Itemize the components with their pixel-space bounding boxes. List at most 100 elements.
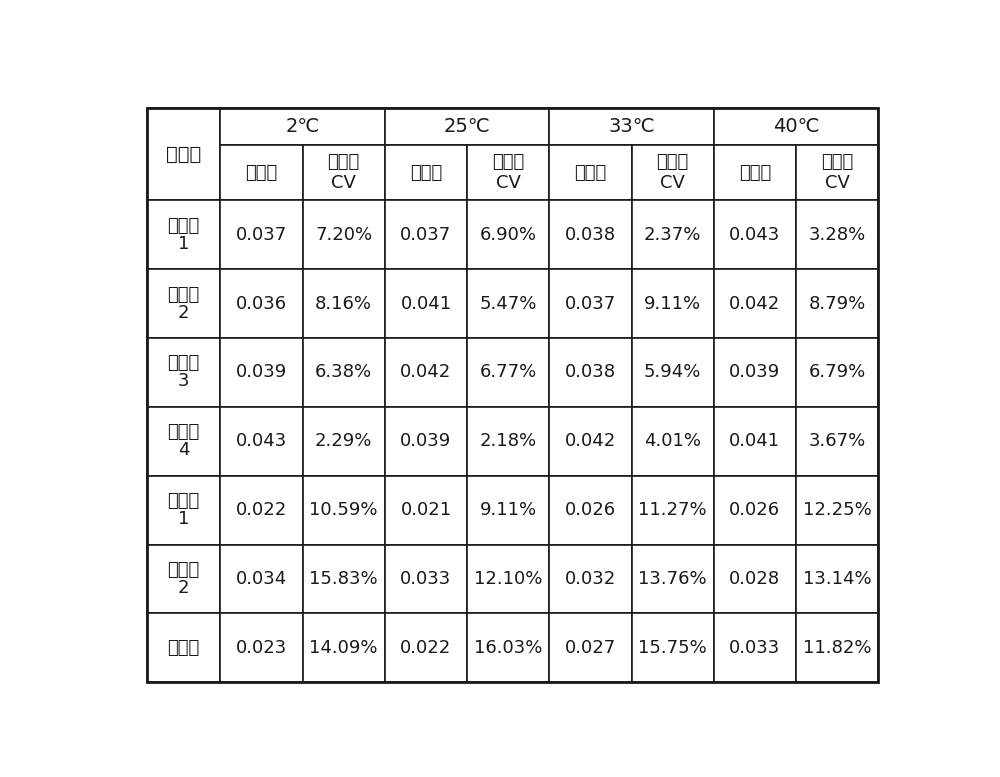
Bar	[467, 407, 549, 476]
Bar	[632, 200, 714, 269]
Text: 0.042: 0.042	[565, 432, 616, 451]
Text: 重复性
CV: 重复性 CV	[821, 153, 853, 192]
Text: 2.29%: 2.29%	[315, 432, 372, 451]
Text: 对比例: 对比例	[167, 492, 200, 510]
Bar	[467, 338, 549, 407]
Bar	[632, 476, 714, 545]
Text: 7.20%: 7.20%	[315, 225, 372, 244]
Text: 6.38%: 6.38%	[315, 364, 372, 382]
Bar	[147, 269, 220, 338]
Bar	[220, 200, 303, 269]
Bar	[549, 338, 632, 407]
Bar	[220, 407, 303, 476]
Text: 3.28%: 3.28%	[809, 225, 866, 244]
Text: 3: 3	[178, 372, 189, 390]
Bar	[385, 476, 467, 545]
Bar	[385, 200, 467, 269]
Bar	[385, 545, 467, 613]
Text: 0.026: 0.026	[565, 501, 616, 519]
Text: 重复性
CV: 重复性 CV	[328, 153, 360, 192]
Bar	[303, 200, 385, 269]
Bar	[714, 108, 878, 145]
Text: 2℃: 2℃	[285, 117, 320, 136]
Text: 9.11%: 9.11%	[644, 294, 701, 312]
Bar	[714, 407, 796, 476]
Text: 0.033: 0.033	[729, 639, 781, 657]
Text: 0.039: 0.039	[236, 364, 287, 382]
Text: 0.043: 0.043	[729, 225, 781, 244]
Text: 2: 2	[178, 304, 189, 322]
Text: 实施例: 实施例	[167, 286, 200, 304]
Text: 0.042: 0.042	[400, 364, 452, 382]
Text: 6.90%: 6.90%	[480, 225, 537, 244]
Bar	[147, 108, 220, 200]
Text: 40℃: 40℃	[773, 117, 819, 136]
Bar	[549, 108, 714, 145]
Bar	[549, 200, 632, 269]
Bar	[714, 338, 796, 407]
Text: 13.14%: 13.14%	[803, 570, 871, 588]
Bar	[632, 269, 714, 338]
Text: 0.022: 0.022	[236, 501, 287, 519]
Text: 11.82%: 11.82%	[803, 639, 871, 657]
Bar	[632, 145, 714, 200]
Text: 0.041: 0.041	[729, 432, 780, 451]
Bar	[303, 407, 385, 476]
Text: 平均值: 平均值	[245, 163, 278, 182]
Text: 6.79%: 6.79%	[809, 364, 866, 382]
Text: 16.03%: 16.03%	[474, 639, 542, 657]
Text: 12.10%: 12.10%	[474, 570, 542, 588]
Bar	[147, 200, 220, 269]
Text: 25℃: 25℃	[444, 117, 490, 136]
Text: 对比例: 对比例	[167, 639, 200, 657]
Bar	[549, 145, 632, 200]
Text: 0.028: 0.028	[729, 570, 780, 588]
Bar	[796, 338, 878, 407]
Bar	[549, 613, 632, 682]
Text: 重复性
CV: 重复性 CV	[657, 153, 689, 192]
Text: 0.022: 0.022	[400, 639, 452, 657]
Bar	[385, 269, 467, 338]
Text: 0.039: 0.039	[729, 364, 781, 382]
Bar	[385, 338, 467, 407]
Bar	[385, 407, 467, 476]
Text: 13.76%: 13.76%	[638, 570, 707, 588]
Bar	[467, 269, 549, 338]
Bar	[220, 613, 303, 682]
Text: 1: 1	[178, 235, 189, 253]
Bar	[632, 545, 714, 613]
Bar	[147, 613, 220, 682]
Text: 4.01%: 4.01%	[644, 432, 701, 451]
Text: 10.59%: 10.59%	[309, 501, 378, 519]
Bar	[796, 476, 878, 545]
Bar	[796, 269, 878, 338]
Bar	[796, 613, 878, 682]
Text: 实施例: 实施例	[167, 354, 200, 372]
Text: 5.47%: 5.47%	[480, 294, 537, 312]
Text: 9.11%: 9.11%	[480, 501, 537, 519]
Text: 0.038: 0.038	[565, 364, 616, 382]
Bar	[303, 338, 385, 407]
Text: 0.039: 0.039	[400, 432, 452, 451]
Text: 4: 4	[178, 441, 189, 459]
Text: 2.18%: 2.18%	[480, 432, 537, 451]
Text: 2.37%: 2.37%	[644, 225, 701, 244]
Text: 实施例: 实施例	[167, 217, 200, 235]
Text: 0.037: 0.037	[565, 294, 616, 312]
Text: 14.09%: 14.09%	[309, 639, 378, 657]
Text: 平均值: 平均值	[410, 163, 442, 182]
Bar	[467, 145, 549, 200]
Text: 3.67%: 3.67%	[809, 432, 866, 451]
Bar	[714, 476, 796, 545]
Text: 平均值: 平均值	[739, 163, 771, 182]
Text: 试验组: 试验组	[166, 145, 201, 164]
Text: 0.027: 0.027	[565, 639, 616, 657]
Text: 平均值: 平均值	[574, 163, 607, 182]
Text: 0.042: 0.042	[729, 294, 781, 312]
Text: 2: 2	[178, 579, 189, 597]
Bar	[549, 407, 632, 476]
Bar	[385, 145, 467, 200]
Bar	[714, 145, 796, 200]
Bar	[303, 545, 385, 613]
Bar	[220, 108, 385, 145]
